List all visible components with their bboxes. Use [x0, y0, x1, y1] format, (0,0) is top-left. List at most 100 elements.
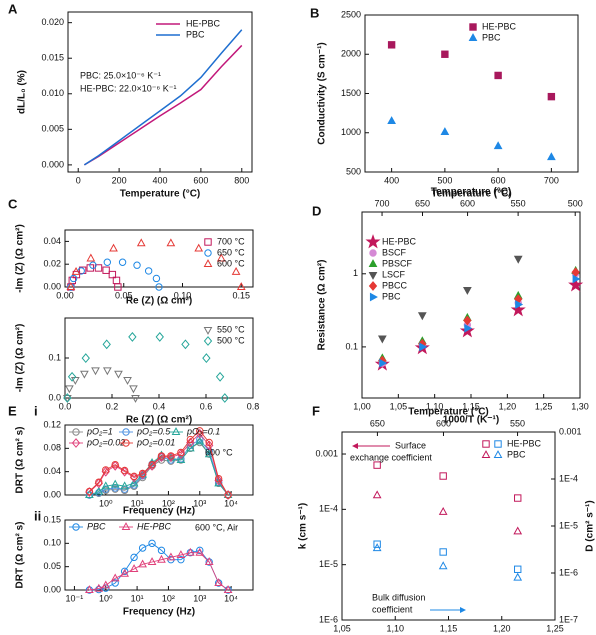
y-tick-label: 0.005: [41, 124, 64, 134]
x2-tick-label: 500: [568, 198, 583, 208]
x-tick-label: 400: [152, 175, 167, 185]
marker: [114, 283, 122, 291]
y-tick-label: 0.08: [43, 443, 61, 453]
marker: [85, 487, 94, 498]
y-tick-label: 1E-4: [319, 504, 338, 514]
y-axis-label: DRT (Ω cm² s): [15, 427, 26, 494]
y-axis-label: -Im (Z) (Ω cm²): [15, 324, 26, 393]
x-tick-label: 1,20: [493, 623, 511, 633]
x-tick-label: 10⁻¹: [66, 593, 84, 603]
marker: [111, 460, 119, 469]
legend-label: pO₂=0.5: [136, 426, 171, 436]
marker: [120, 466, 129, 475]
marker: [129, 472, 139, 483]
y-tick-label: 0.04: [43, 466, 61, 476]
y-axis-label: Conductivity (S cm⁻¹): [317, 42, 328, 145]
y-tick-label: 0.15: [43, 514, 61, 524]
y-axis-label: dL/L₀ (%): [17, 70, 28, 114]
marker: [133, 261, 141, 269]
x2-tick-label: 550: [510, 418, 525, 428]
x-tick-label: 1,20: [499, 401, 517, 411]
marker: [177, 448, 185, 457]
marker: [69, 274, 78, 283]
y2-tick-label: 1E-6: [559, 567, 578, 577]
marker: [494, 440, 502, 448]
legend-label: PBC: [507, 449, 526, 459]
panel: C 0.00 0.05 0.10 0.15 0.00 0.02 0.04 Re (Z) (Ω c…: [8, 196, 254, 307]
marker: [373, 461, 381, 469]
marker: [72, 523, 80, 531]
x-tick-label: 1,25: [546, 623, 564, 633]
marker: [441, 50, 449, 58]
arrows: [352, 443, 466, 613]
marker: [493, 141, 503, 150]
marker: [110, 573, 120, 582]
marker: [373, 540, 381, 548]
x2-axis-label: Temperature (°C): [431, 187, 512, 198]
y-tick-label: 0.10: [43, 538, 61, 548]
y-tick-label: 1: [353, 268, 358, 278]
x-tick-label: 0.8: [247, 401, 260, 411]
subpanel-label: i: [34, 403, 38, 418]
marker: [372, 490, 382, 499]
legend-label: HE-PBC: [137, 521, 172, 531]
x-tick-label: 1,15: [462, 401, 480, 411]
marker: [129, 385, 138, 394]
annotation: Surface: [395, 440, 426, 450]
marker: [464, 323, 473, 333]
x-tick-label: 10⁴: [224, 593, 238, 603]
legend-label: PBC: [186, 29, 205, 39]
annotation: coefficient: [372, 604, 413, 614]
marker: [547, 152, 556, 161]
y-tick-label: 0.02: [43, 259, 61, 269]
y-tick-label: 500: [346, 166, 361, 176]
marker: [130, 472, 138, 481]
y-tick-label: 1E-5: [319, 559, 338, 569]
panel-label: D: [312, 203, 321, 218]
marker: [62, 394, 72, 403]
marker: [65, 385, 74, 394]
x2-tick-label: 650: [415, 198, 430, 208]
x-tick-label: 10⁰: [99, 498, 113, 508]
y-tick-label: 0.00: [43, 489, 61, 499]
marker: [138, 469, 147, 478]
marker: [204, 557, 214, 566]
x-tick-label: 800: [234, 175, 249, 185]
marker: [438, 561, 448, 570]
y-tick-label: 0.000: [41, 159, 64, 169]
x-tick-label: 0.6: [200, 401, 213, 411]
marker: [129, 478, 139, 487]
marker: [120, 481, 129, 490]
marker: [439, 472, 447, 480]
annotation: 600 °C, Air: [195, 522, 238, 532]
legend-label: HE-PBC: [186, 18, 221, 28]
marker: [223, 490, 233, 500]
marker: [138, 559, 147, 568]
marker: [120, 567, 129, 576]
marker: [108, 270, 117, 279]
marker: [120, 466, 129, 477]
x-axis-label: 1000/T (K⁻¹): [443, 415, 499, 426]
x-tick-label: 1,15: [440, 623, 458, 633]
panel: A 0 200 400 600 800 0.000 0.005 0.010 0.015 0.020 T…: [8, 1, 253, 200]
marker: [148, 539, 156, 548]
marker: [417, 312, 427, 321]
y-tick-label: 0.00: [43, 281, 61, 291]
y-tick-label: 0.1: [48, 352, 61, 362]
marker: [102, 339, 111, 350]
marker: [387, 41, 396, 49]
x-tick-label: 0.10: [174, 290, 192, 300]
legend-label: 550 °C: [217, 324, 245, 334]
x-tick-label: 400: [384, 175, 399, 185]
x-axis-label: Re (Z) (Ω cm²): [126, 415, 192, 426]
marker: [195, 428, 204, 439]
marker: [223, 585, 233, 594]
marker: [204, 249, 212, 257]
marker: [166, 238, 176, 247]
series-line: [83, 44, 243, 166]
legend-label: HE-PBC: [482, 21, 517, 31]
marker: [114, 370, 123, 379]
marker: [440, 127, 450, 136]
y-tick-label: 0.00: [43, 584, 61, 594]
marker: [147, 557, 157, 566]
